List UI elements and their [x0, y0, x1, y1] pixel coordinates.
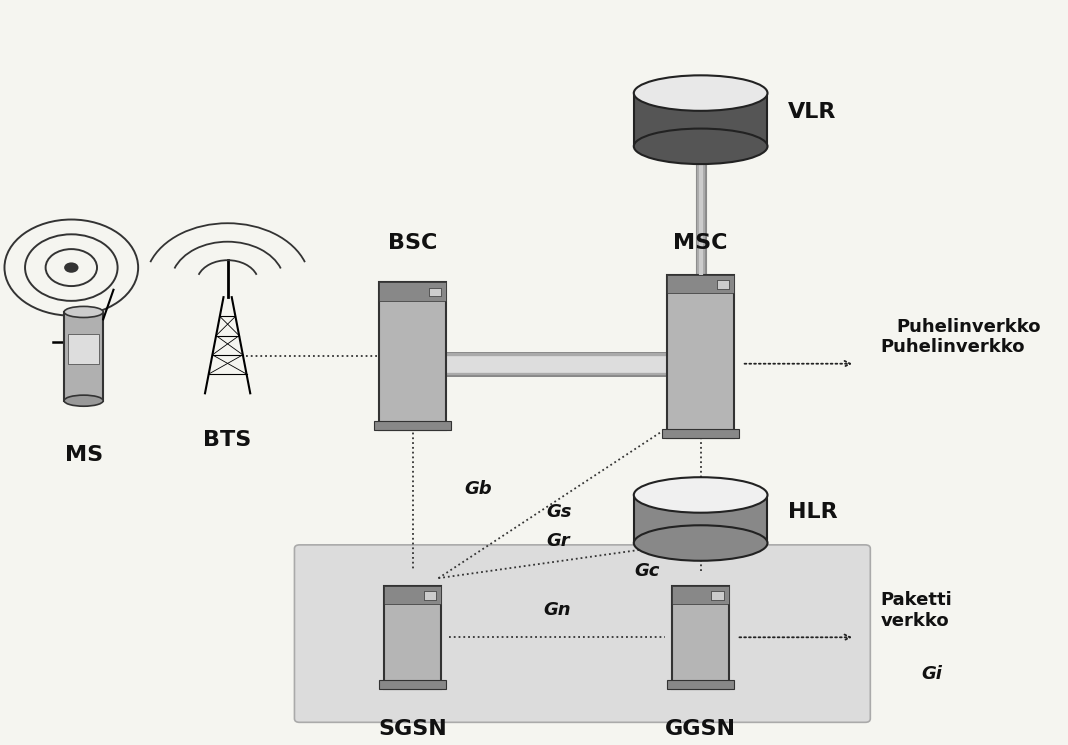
Polygon shape — [633, 93, 768, 146]
Bar — [711, 591, 724, 600]
Text: HLR: HLR — [788, 501, 837, 522]
Text: MSC: MSC — [674, 232, 728, 253]
Ellipse shape — [64, 306, 104, 317]
Polygon shape — [633, 495, 768, 543]
Text: Gs: Gs — [547, 503, 571, 521]
Bar — [428, 288, 441, 297]
Bar — [379, 282, 446, 301]
Text: Gi: Gi — [922, 665, 943, 683]
Text: Gr: Gr — [547, 532, 570, 550]
Bar — [668, 680, 734, 689]
FancyBboxPatch shape — [295, 545, 870, 723]
Bar — [673, 586, 729, 689]
Bar — [384, 586, 441, 604]
Bar — [379, 282, 446, 431]
Text: Gn: Gn — [543, 600, 570, 619]
Circle shape — [64, 262, 79, 273]
Ellipse shape — [633, 525, 768, 561]
Text: MS: MS — [64, 445, 103, 465]
Text: Puhelinverkko: Puhelinverkko — [896, 317, 1040, 336]
Text: VLR: VLR — [788, 102, 836, 122]
Ellipse shape — [633, 129, 768, 164]
Text: BSC: BSC — [388, 232, 438, 253]
Text: SGSN: SGSN — [378, 719, 447, 738]
Ellipse shape — [633, 75, 768, 111]
Text: GGSN: GGSN — [665, 719, 736, 738]
Text: BTS: BTS — [204, 431, 252, 450]
Bar — [384, 586, 441, 689]
Bar — [424, 591, 436, 600]
Text: Puhelinverkko: Puhelinverkko — [881, 337, 1025, 356]
Bar — [68, 335, 99, 364]
Bar — [64, 312, 104, 401]
Ellipse shape — [633, 478, 768, 513]
Bar — [668, 275, 734, 294]
Bar — [662, 429, 739, 437]
Bar — [673, 586, 729, 604]
Text: Paketti
verkko: Paketti verkko — [881, 591, 953, 630]
Ellipse shape — [64, 395, 104, 406]
Bar — [668, 275, 734, 437]
Bar — [717, 280, 729, 289]
Text: Gc: Gc — [634, 562, 660, 580]
Bar — [379, 680, 446, 689]
Text: Gb: Gb — [465, 481, 491, 498]
Bar — [374, 422, 452, 431]
